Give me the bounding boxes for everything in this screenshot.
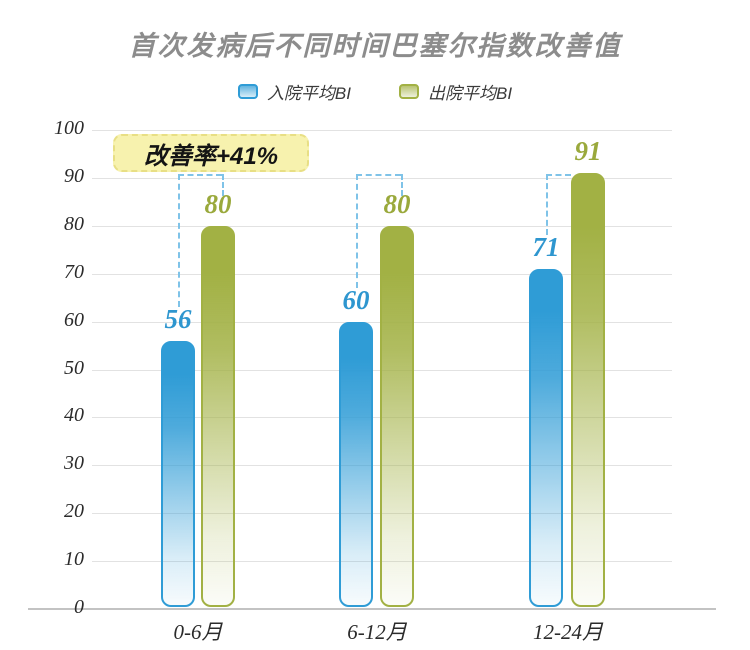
legend-swatch-admission [237,84,258,99]
gridline [92,178,672,179]
gridline [92,226,672,227]
x-category-label: 0-6月 [173,620,223,644]
improvement-badge: 改善率+41% [113,134,309,172]
bar-admission-2 [529,268,563,607]
bar-value-label: 80 [383,188,411,219]
connector-vertical-right [401,174,403,196]
x-category-label: 6-12月 [347,620,407,644]
bar-value-label: 80 [204,188,232,219]
y-tick-label: 10 [64,548,84,571]
y-tick-label: 50 [64,356,84,379]
connector-vertical-left [546,174,548,235]
connector-vertical-left [356,174,358,288]
y-tick-label: 0 [74,596,84,618]
legend-label-discharge: 出院平均BI [428,84,513,103]
bar-discharge-2 [571,173,605,607]
chart-title: 首次发病后不同时间巴塞尔指数改善值 [128,31,622,61]
bar-discharge-1 [380,225,414,607]
y-tick-label: 40 [64,404,84,427]
x-category-label: 12-24月 [533,620,603,644]
y-tick-label: 20 [64,500,84,523]
connector-vertical-left [178,174,180,307]
bar-value-label: 56 [164,303,192,334]
bar-value-label: 71 [532,231,560,262]
gridline [92,130,672,131]
bar-discharge-0 [201,225,235,607]
bar-admission-0 [161,340,195,607]
y-tick-label: 90 [64,164,84,187]
legend-swatch-discharge [399,84,419,99]
x-axis-line [28,608,716,610]
connector-horizontal [178,174,222,176]
y-tick-label: 100 [54,117,84,139]
bar-admission-1 [339,321,373,607]
legend-item-discharge: 出院平均BI [399,79,512,104]
y-tick-label: 80 [64,212,84,235]
y-tick-label: 60 [64,308,84,331]
legend-item-admission: 入院平均BI [237,79,351,104]
y-tick-label: 70 [64,260,84,283]
connector-horizontal [356,174,401,176]
connector-horizontal [546,174,571,176]
legend: 入院平均BI 出院平均BI [0,79,750,104]
legend-label-admission: 入院平均BI [266,84,351,103]
bar-value-label: 60 [342,284,370,315]
connector-vertical-right [222,174,224,196]
y-tick-label: 30 [64,452,84,475]
bar-value-label: 91 [574,136,602,167]
